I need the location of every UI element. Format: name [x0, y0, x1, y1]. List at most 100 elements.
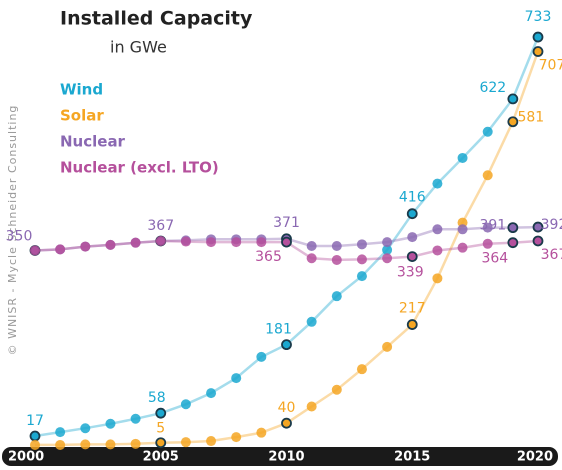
data-point — [532, 46, 544, 57]
data-point — [507, 116, 519, 128]
data-label: 181 — [265, 322, 292, 338]
data-point — [331, 254, 342, 265]
x-tick-label: 2000 — [8, 450, 44, 465]
data-point — [281, 339, 292, 351]
data-point — [482, 222, 493, 233]
data-point — [180, 437, 191, 448]
legend-entry: Wind — [60, 81, 103, 99]
data-point — [356, 239, 367, 250]
data-point — [256, 237, 267, 248]
data-point — [331, 241, 342, 252]
x-tick-label: 2020 — [517, 450, 553, 465]
data-label: 17 — [26, 413, 44, 429]
data-point — [29, 430, 41, 442]
data-point — [406, 208, 418, 220]
data-point — [55, 427, 66, 438]
data-point — [306, 241, 317, 252]
data-point — [180, 236, 191, 247]
data-point — [155, 235, 166, 246]
data-point — [105, 418, 116, 429]
data-point — [55, 439, 66, 450]
data-label: 581 — [517, 110, 544, 126]
data-label: 365 — [255, 249, 282, 265]
data-label: 339 — [397, 265, 424, 281]
data-label: 58 — [148, 390, 166, 406]
data-point — [30, 439, 40, 450]
data-point — [206, 436, 217, 447]
legend-entry: Nuclear (excl. LTO) — [60, 159, 219, 177]
data-point — [532, 221, 544, 233]
data-point — [507, 93, 519, 105]
data-point — [382, 237, 393, 248]
data-point — [30, 245, 40, 256]
data-point — [306, 316, 317, 327]
data-point — [180, 399, 191, 410]
data-point — [256, 351, 267, 362]
data-label: 416 — [399, 190, 426, 206]
chart-subtitle: in GWe — [110, 38, 167, 57]
data-point — [80, 439, 91, 450]
data-point — [457, 224, 468, 235]
data-point — [382, 341, 393, 352]
data-point — [306, 401, 317, 412]
data-point — [281, 417, 292, 429]
data-point — [155, 407, 167, 419]
data-point — [457, 242, 468, 253]
data-point — [231, 373, 242, 384]
data-point — [432, 178, 443, 189]
credit: © WNISR - Mycle Schneider Consulting — [6, 105, 19, 356]
data-point — [306, 253, 317, 264]
data-point — [256, 427, 267, 438]
data-point — [206, 237, 217, 248]
data-point — [281, 236, 292, 248]
data-point — [356, 271, 367, 282]
data-label: 364 — [481, 251, 508, 267]
data-point — [482, 238, 493, 249]
x-axis-bar — [2, 447, 558, 466]
data-label: 367 — [541, 247, 562, 263]
data-point — [80, 241, 91, 252]
data-label: 5 — [156, 421, 165, 437]
data-point — [432, 224, 443, 235]
data-point — [457, 152, 468, 163]
x-tick-label: 2015 — [394, 450, 430, 465]
legend-entry: Nuclear — [60, 133, 126, 151]
data-label: 707 — [539, 58, 562, 74]
data-point — [532, 31, 544, 43]
data-point — [406, 319, 418, 330]
data-label: 40 — [278, 400, 296, 416]
data-point — [532, 235, 544, 247]
data-point — [507, 222, 519, 234]
data-point — [356, 254, 367, 265]
data-point — [206, 388, 217, 399]
data-point — [55, 244, 66, 255]
data-label: 367 — [147, 218, 174, 234]
data-point — [155, 437, 167, 449]
data-label: 391 — [479, 218, 506, 234]
data-point — [382, 253, 393, 264]
data-label: 217 — [399, 301, 426, 317]
data-point — [105, 239, 116, 250]
data-point — [482, 170, 493, 181]
data-point — [80, 423, 91, 434]
data-point — [507, 237, 519, 249]
data-point — [407, 232, 418, 243]
x-tick-label: 2005 — [143, 450, 179, 465]
data-point — [130, 438, 141, 449]
data-point — [382, 244, 393, 255]
chart-title: Installed Capacity — [60, 8, 253, 30]
data-point — [130, 237, 141, 248]
x-tick-label: 2010 — [268, 450, 304, 465]
data-point — [331, 384, 342, 395]
data-point — [105, 439, 116, 450]
data-label: 371 — [273, 215, 300, 231]
legend-entry: Solar — [60, 107, 104, 125]
data-label: 392 — [541, 217, 562, 233]
data-point — [406, 251, 418, 262]
data-label: 733 — [525, 9, 552, 25]
data-point — [231, 432, 242, 443]
data-point — [356, 364, 367, 375]
data-label: 350 — [6, 228, 33, 244]
